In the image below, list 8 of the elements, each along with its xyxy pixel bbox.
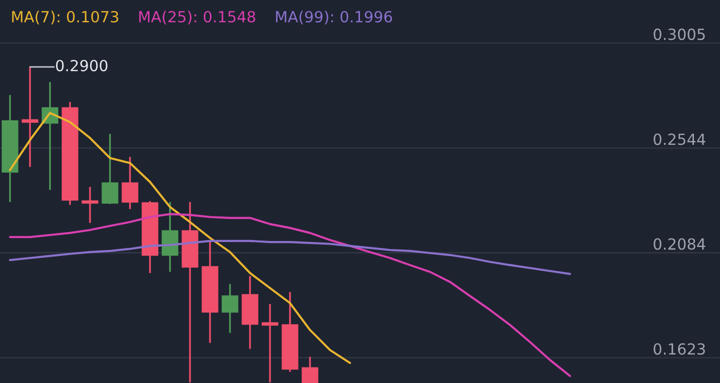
y-tick-label: 0.2084 [654, 238, 706, 250]
text: MA(99): 0.1996 [276, 10, 392, 24]
y-tick-label: 0.2544 [654, 133, 706, 146]
text: MA(25): 0.1548 [139, 10, 256, 24]
y-tick-label: 0.3005 [654, 28, 705, 40]
text: MA(7): 0.1073 [12, 10, 118, 24]
annotation: 0.2900 [56, 60, 108, 72]
y-tick-label: 0.1623 [654, 343, 705, 355]
